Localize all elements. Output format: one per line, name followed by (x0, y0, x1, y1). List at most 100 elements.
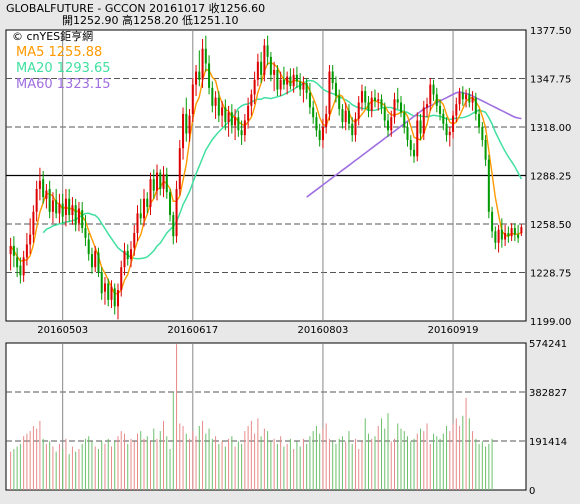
candle-body (399, 102, 403, 113)
candle-body (61, 203, 64, 217)
candle-body (276, 69, 279, 90)
candle-body (325, 113, 328, 127)
candle-body (328, 71, 331, 114)
candle-body (188, 115, 191, 134)
candle-body (461, 92, 464, 100)
candle-body (269, 56, 272, 75)
candle-body (227, 112, 230, 123)
candle-body (211, 87, 214, 106)
candle-body (419, 120, 422, 134)
candle-body (386, 120, 390, 131)
candle-body (295, 74, 298, 82)
candle-body (146, 198, 149, 207)
legend-ma20: MA20 1293.65 (16, 61, 111, 76)
candle-body (504, 232, 507, 240)
candle-body (68, 198, 71, 216)
candle-body (116, 290, 119, 307)
candle-body (520, 227, 523, 234)
candle-body (302, 82, 305, 90)
candle-body (471, 97, 474, 103)
candle-body (266, 45, 269, 57)
price-tick-label: 1228.75 (530, 269, 571, 280)
candle-body (22, 257, 25, 276)
candle-body (286, 76, 289, 85)
candle-body (413, 149, 416, 157)
candle-body (474, 97, 477, 114)
candle-body (497, 229, 500, 243)
candle-body (230, 112, 233, 126)
candle-body (217, 97, 220, 116)
candle-body (182, 113, 185, 149)
candlesticks (9, 35, 523, 320)
candle-body (390, 117, 393, 131)
price-tick-label: 1347.75 (530, 75, 571, 86)
candle-body (38, 180, 41, 189)
candle-body (357, 102, 360, 119)
candle-body (308, 92, 311, 108)
axis-labels: 1377.50 1347.75 1318.00 1288.25 1258.50 1228.… (37, 26, 571, 497)
candle-body (403, 112, 406, 127)
volume-pane (5, 342, 527, 491)
candle-body (426, 104, 429, 108)
candle-body (120, 267, 123, 291)
candle-body (422, 107, 425, 134)
candle-body (152, 179, 155, 191)
candle-body (162, 174, 165, 189)
candle-body (334, 82, 337, 97)
candle-body (312, 107, 315, 118)
candle-body (133, 232, 136, 248)
candle-body (32, 211, 35, 235)
candle-body (9, 246, 12, 255)
candle-body (142, 198, 146, 219)
volume-tick-label: 382827 (529, 388, 567, 399)
candle-body (123, 250, 126, 268)
candle-body (103, 283, 106, 292)
candle-body (260, 61, 263, 75)
candle-body (289, 76, 292, 87)
date-tick-label: 20160919 (428, 325, 479, 336)
candle-body (517, 234, 520, 238)
candle-body (250, 94, 253, 106)
candle-body (396, 99, 399, 103)
candle-body (409, 140, 412, 150)
candle-body (48, 188, 51, 212)
date-tick-label: 20160503 (37, 325, 88, 336)
candle-body (465, 94, 468, 100)
candle-body (315, 117, 318, 131)
candle-body (19, 265, 22, 276)
candle-body (344, 110, 347, 123)
chart-panes (5, 29, 527, 491)
candle-body (373, 97, 376, 101)
candle-body (347, 110, 350, 124)
candle-body (81, 210, 84, 229)
candle-body (198, 71, 201, 80)
volume-tick-label: 191414 (529, 437, 567, 448)
candle-body (149, 179, 152, 207)
candle-body (129, 249, 133, 260)
candle-body (256, 61, 259, 80)
candle-body (16, 257, 19, 268)
candle-body (84, 228, 87, 238)
candle-body (240, 130, 243, 136)
price-tick-label: 1318.00 (530, 123, 571, 134)
candle-body (481, 127, 484, 141)
candle-body (364, 91, 367, 103)
candle-body (25, 244, 28, 258)
candle-body (299, 81, 302, 90)
candle-body (136, 213, 139, 233)
candle-body (435, 94, 438, 106)
candle-body (208, 63, 211, 88)
candle-body (458, 92, 461, 105)
candle-body (484, 140, 487, 160)
price-tick-label: 1377.50 (530, 26, 571, 37)
candle-body (156, 172, 159, 191)
candle-body (221, 107, 224, 116)
ma60-line (306, 91, 522, 198)
candle-body (201, 48, 204, 80)
candle-body (321, 127, 324, 141)
candle-body (500, 229, 503, 240)
candle-body (159, 172, 162, 189)
candle-body (107, 283, 110, 300)
